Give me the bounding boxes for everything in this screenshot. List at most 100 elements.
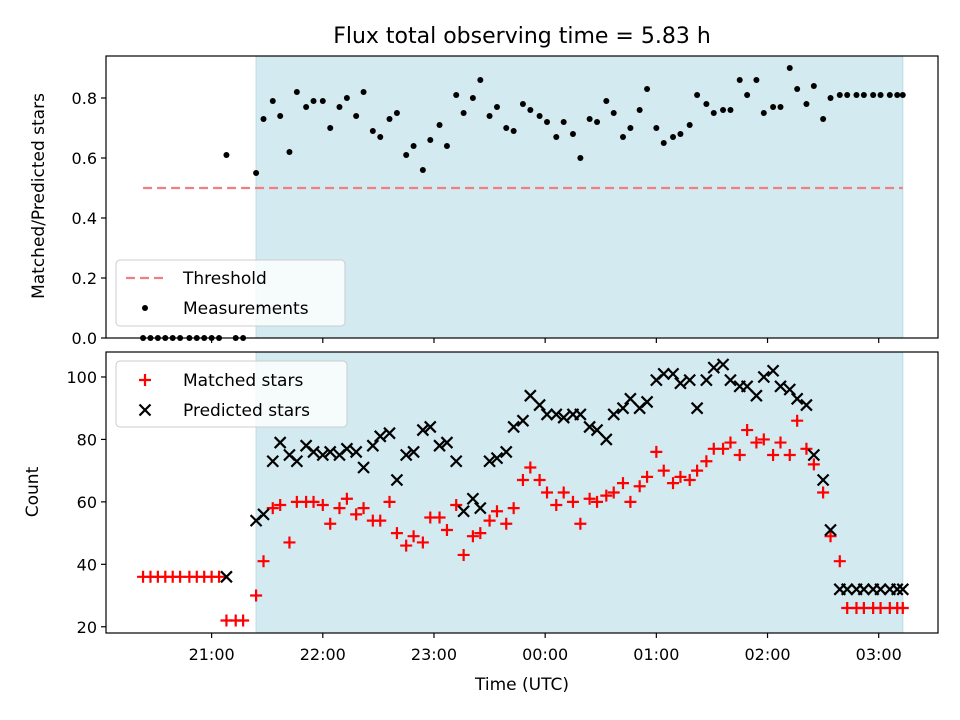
measurement-point: [594, 119, 601, 125]
measurement-point: [269, 98, 276, 104]
measurement-point: [343, 95, 350, 101]
measurement-point: [553, 134, 560, 140]
predicted-star-point: [890, 583, 904, 596]
predicted-star-point: [499, 445, 513, 459]
matched-star-point: [741, 424, 754, 437]
measurement-point: [569, 131, 576, 137]
x-tick-label: 02:00: [744, 645, 790, 664]
predicted-star-point: [533, 398, 546, 412]
predicted-star-point: [383, 426, 396, 440]
predicted-star-point: [874, 583, 887, 596]
matched-star-point: [674, 470, 687, 483]
measurement-point: [536, 113, 543, 119]
measurement-point: [677, 131, 684, 137]
predicted-star-point: [857, 583, 871, 596]
measurement-point: [877, 92, 884, 98]
measurement-point: [386, 116, 393, 122]
predicted-star-point: [840, 583, 854, 596]
predicted-star-point: [774, 380, 787, 393]
matched-star-point: [237, 614, 250, 627]
predicted-star-point: [349, 445, 363, 459]
measurement-point: [770, 104, 777, 110]
measurement-point: [736, 77, 743, 83]
predicted-star-point: [807, 448, 821, 462]
matched-star-point: [633, 480, 646, 493]
measurement-point: [810, 83, 817, 89]
measurement-point: [460, 110, 467, 116]
predicted-star-point: [707, 361, 721, 374]
measurement-point: [319, 98, 326, 104]
measurement-point: [223, 152, 230, 158]
measurement-point: [686, 122, 693, 128]
measurement-point: [886, 92, 893, 98]
matched-star-point: [817, 486, 830, 499]
measurement-point: [410, 143, 417, 149]
matched-star-point: [541, 486, 554, 499]
matched-star-point: [800, 442, 813, 455]
predicted-star-point: [757, 370, 771, 384]
x-axis-label: Time (UTC): [474, 675, 569, 695]
measurement-point: [253, 170, 260, 176]
predicted-star-point: [600, 433, 613, 446]
measurement-point: [403, 152, 410, 158]
predicted-star-point: [616, 401, 630, 415]
matched-star-point: [557, 486, 570, 499]
x-tick-label: 23:00: [411, 645, 457, 664]
matched-star-point: [466, 530, 479, 543]
legend: Matched stars Predicted stars: [115, 360, 348, 428]
predicted-star-point: [340, 442, 354, 456]
measurement-point: [853, 92, 860, 98]
matched-star-point: [516, 474, 529, 487]
matched-star-point: [457, 548, 470, 561]
measurement-point: [836, 92, 843, 98]
y-tick-label: 0.0: [72, 329, 97, 348]
x-tick-label: 22:00: [300, 645, 346, 664]
predicted-star-point: [483, 455, 496, 468]
predicted-star-point: [816, 473, 830, 487]
predicted-star-point: [390, 473, 404, 487]
predicted-star-point: [290, 455, 304, 468]
x-tick-label: 00:00: [522, 645, 568, 664]
measurement-point: [870, 92, 877, 98]
matched-star-point: [624, 495, 637, 508]
measurement-point: [393, 110, 400, 116]
predicted-star-point: [896, 583, 910, 596]
matched-star-point: [416, 536, 429, 549]
predicted-star-point: [666, 367, 680, 381]
measurement-point: [336, 104, 343, 110]
matched-star-point: [574, 517, 587, 530]
measurement-point: [660, 140, 667, 146]
matched-star-point: [450, 498, 463, 511]
measurement-point: [477, 77, 484, 83]
matched-star-point: [390, 527, 403, 540]
measurement-point: [844, 92, 851, 98]
y-tick-label: 0.4: [72, 209, 97, 228]
measurement-point: [610, 110, 617, 116]
matched-star-point: [774, 436, 787, 449]
measurement-point: [894, 92, 901, 98]
predicted-star-point: [266, 455, 280, 468]
predicted-star-point: [690, 401, 704, 415]
predicted-star-point: [449, 455, 463, 468]
predicted-star-point: [716, 358, 730, 371]
measurement-point: [720, 107, 727, 113]
matched-star-point: [691, 464, 704, 477]
legend-box: [115, 360, 348, 428]
matched-star-point: [641, 470, 654, 483]
matched-star-point: [213, 570, 226, 583]
predicted-star-point: [657, 367, 671, 381]
matched-star-point: [383, 495, 396, 508]
predicted-star-point: [466, 492, 480, 506]
axes-frame: [105, 351, 939, 634]
y-tick-label: 0.8: [72, 89, 97, 108]
matched-star-point: [490, 505, 503, 518]
matched-star-point: [757, 433, 770, 446]
matched-star-point: [896, 602, 909, 615]
y-tick-label: 40: [77, 555, 97, 574]
measurement-point: [303, 104, 310, 110]
legend-predicted-label: Predicted stars: [183, 401, 310, 421]
matched-star-point: [591, 495, 604, 508]
predicted-star-point: [507, 420, 520, 434]
measurement-point: [603, 98, 610, 104]
